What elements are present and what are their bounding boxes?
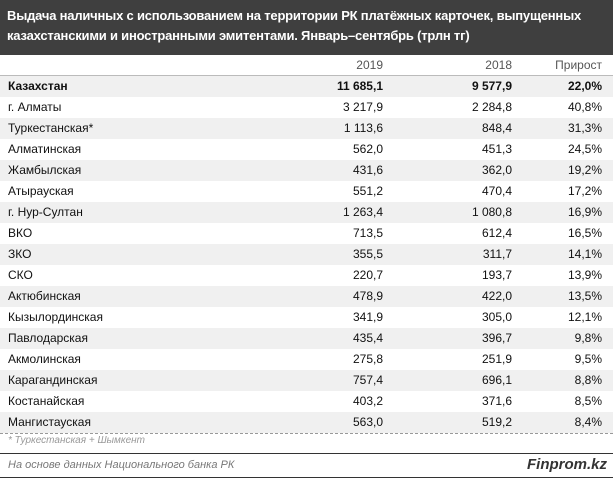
region-name: Кызылординская	[8, 310, 103, 324]
col-growth: Прирост	[555, 58, 602, 72]
value-2018: 2 284,8	[471, 100, 512, 114]
value-2018: 519,2	[481, 415, 512, 429]
value-2018: 193,7	[481, 268, 512, 282]
table-row: Карагандинская 757,4 696,1 8,8%	[0, 370, 613, 391]
region-name: Актюбинская	[8, 289, 81, 303]
table-row: Павлодарская 435,4 396,7 9,8%	[0, 328, 613, 349]
table-row: Костанайская 403,2 371,6 8,5%	[0, 391, 613, 412]
value-2019: 478,9	[352, 289, 383, 303]
table-row: Алматинская 562,0 451,3 24,5%	[0, 139, 613, 160]
region-name: СКО	[8, 268, 33, 282]
region-name: Жамбылская	[8, 163, 82, 177]
table-row: Жамбылская 431,6 362,0 19,2%	[0, 160, 613, 181]
growth-value: 19,2%	[567, 163, 602, 177]
growth-value: 8,8%	[574, 373, 602, 387]
divider	[0, 477, 613, 478]
value-2019: 3 217,9	[342, 100, 383, 114]
table-row: Акмолинская 275,8 251,9 9,5%	[0, 349, 613, 370]
table-row: г. Алматы 3 217,9 2 284,8 40,8%	[0, 97, 613, 118]
growth-value: 16,5%	[567, 226, 602, 240]
col-2019: 2019	[356, 58, 383, 72]
growth-value: 24,5%	[567, 142, 602, 156]
growth-value: 9,8%	[574, 331, 602, 345]
value-2019: 1 263,4	[342, 205, 383, 219]
region-name: Туркестанская*	[8, 121, 94, 135]
value-2018: 396,7	[481, 331, 512, 345]
value-2019: 355,5	[352, 247, 383, 261]
value-2019: 403,2	[352, 394, 383, 408]
value-2019: 11 685,1	[336, 79, 383, 93]
growth-value: 13,9%	[567, 268, 602, 282]
growth-value: 8,4%	[574, 415, 602, 429]
growth-value: 9,5%	[574, 352, 602, 366]
value-2019: 562,0	[352, 142, 383, 156]
region-name: ВКО	[8, 226, 33, 240]
growth-value: 12,1%	[567, 310, 602, 324]
value-2018: 612,4	[481, 226, 512, 240]
value-2018: 251,9	[481, 352, 512, 366]
value-2019: 563,0	[352, 415, 383, 429]
table-row: Кызылординская 341,9 305,0 12,1%	[0, 307, 613, 328]
growth-value: 13,5%	[567, 289, 602, 303]
region-name: Казахстан	[8, 79, 68, 93]
region-name: г. Нур-Султан	[8, 205, 83, 219]
region-name: Карагандинская	[8, 373, 98, 387]
table-row: СКО 220,7 193,7 13,9%	[0, 265, 613, 286]
region-name: Атырауская	[8, 184, 74, 198]
value-2019: 713,5	[352, 226, 383, 240]
region-name: Мангистауская	[8, 415, 91, 429]
value-2019: 551,2	[352, 184, 383, 198]
col-2018: 2018	[485, 58, 512, 72]
value-2018: 311,7	[482, 247, 512, 261]
source-note: На основе данных Национального банка РК	[8, 459, 235, 471]
table-title: Выдача наличных с использованием на терр…	[0, 0, 613, 55]
growth-value: 17,2%	[567, 184, 602, 198]
region-name: Павлодарская	[8, 331, 88, 345]
value-2018: 305,0	[481, 310, 512, 324]
region-name: ЗКО	[8, 247, 32, 261]
logo: Finprom.kz	[526, 456, 607, 473]
region-name: г. Алматы	[8, 100, 62, 114]
value-2019: 431,6	[352, 163, 383, 177]
table-row: Актюбинская 478,9 422,0 13,5%	[0, 286, 613, 307]
divider	[0, 453, 613, 454]
value-2018: 362,0	[481, 163, 512, 177]
value-2018: 1 080,8	[471, 205, 512, 219]
growth-value: 40,8%	[567, 100, 602, 114]
column-headers: 2019 2018 Прирост	[0, 55, 613, 76]
value-2018: 470,4	[481, 184, 512, 198]
divider	[0, 433, 613, 434]
table-row: Казахстан 11 685,1 9 577,9 22,0%	[0, 76, 613, 97]
value-2018: 422,0	[481, 289, 512, 303]
value-2019: 757,4	[352, 373, 383, 387]
value-2019: 435,4	[352, 331, 383, 345]
value-2018: 9 577,9	[471, 79, 512, 93]
table-row: ВКО 713,5 612,4 16,5%	[0, 223, 613, 244]
growth-value: 16,9%	[567, 205, 602, 219]
value-2019: 275,8	[352, 352, 383, 366]
table-row: г. Нур-Султан 1 263,4 1 080,8 16,9%	[0, 202, 613, 223]
region-name: Акмолинская	[8, 352, 81, 366]
growth-value: 22,0%	[567, 79, 602, 93]
table-row: ЗКО 355,5 311,7 14,1%	[0, 244, 613, 265]
value-2018: 371,6	[481, 394, 512, 408]
footnote: * Туркестанская + Шымкент	[8, 435, 146, 446]
value-2018: 451,3	[481, 142, 512, 156]
value-2018: 848,4	[481, 121, 512, 135]
table-row: Мангистауская 563,0 519,2 8,4%	[0, 412, 613, 433]
growth-value: 31,3%	[567, 121, 602, 135]
region-name: Костанайская	[8, 394, 85, 408]
value-2018: 696,1	[481, 373, 512, 387]
table-row: Атырауская 551,2 470,4 17,2%	[0, 181, 613, 202]
value-2019: 341,9	[352, 310, 383, 324]
growth-value: 14,1%	[567, 247, 602, 261]
region-name: Алматинская	[8, 142, 82, 156]
table-row: Туркестанская* 1 113,6 848,4 31,3%	[0, 118, 613, 139]
value-2019: 1 113,6	[343, 121, 383, 135]
growth-value: 8,5%	[574, 394, 602, 408]
value-2019: 220,7	[352, 268, 383, 282]
